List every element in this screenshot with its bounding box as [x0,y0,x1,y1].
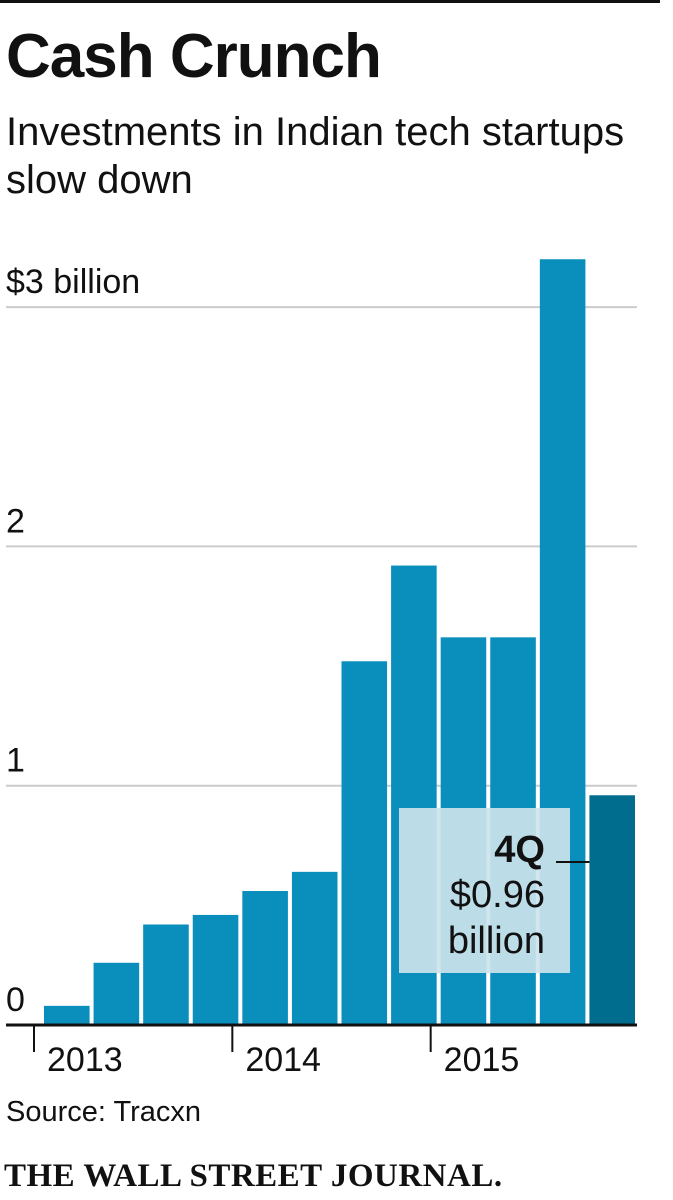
bar-chart: 0 1 2 $3 billion 2013 2014 2015 4Q$0.96billio… [6,259,637,1079]
publisher-logo: THE WALL STREET JOURNAL. [4,1158,503,1194]
annotation-quarter: 4Q [494,829,545,871]
chart-subtitle: Investments in Indian tech startups slow… [6,110,625,202]
chart-title: Cash Crunch [6,22,382,91]
top-rule [0,0,660,3]
bar-4q-2015 [589,795,635,1025]
annotation-box [399,808,570,973]
bar-1q-2013 [44,1005,90,1025]
x-group-label-2013: 2013 [47,1041,123,1079]
y-tick-label: 0 [6,981,25,1019]
y-tick-label: 1 [6,742,25,780]
annotation-unit: billion [448,920,545,962]
y-tick-label: 2 [6,502,25,540]
x-group-label-2014: 2014 [245,1041,321,1079]
bar-1q-2014 [242,890,288,1025]
annotation-value: $0.96 [450,874,545,916]
y-axis-labels: 0 1 2 $3 billion [6,263,140,1019]
source-note: Source: Tracxn [6,1096,202,1128]
bar-2q-2013 [93,962,140,1025]
x-axis: 2013 2014 2015 [6,1023,637,1079]
bar-2q-2014 [291,871,338,1025]
bar-4q-2013 [192,914,239,1025]
bar-3q-2013 [143,924,189,1025]
bar-3q-2014 [341,661,388,1025]
y-tick-label: $3 billion [6,263,140,301]
x-group-label-2015: 2015 [444,1041,520,1079]
